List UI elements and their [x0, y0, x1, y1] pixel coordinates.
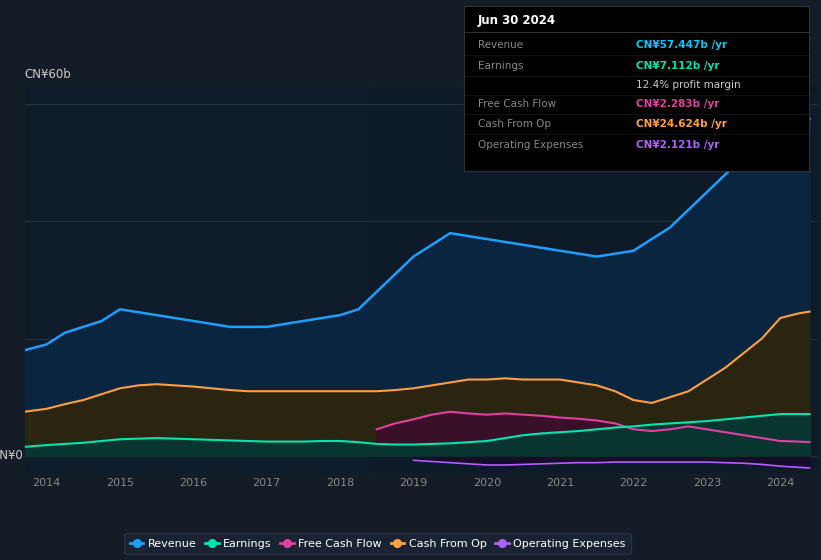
Text: Revenue: Revenue	[478, 40, 523, 50]
Text: Free Cash Flow: Free Cash Flow	[478, 99, 556, 109]
Text: Cash From Op: Cash From Op	[478, 119, 551, 129]
Bar	[369, 87, 817, 473]
Legend: Revenue, Earnings, Free Cash Flow, Cash From Op, Operating Expenses: Revenue, Earnings, Free Cash Flow, Cash …	[124, 533, 631, 554]
Text: Earnings: Earnings	[478, 61, 523, 71]
Text: CN¥57.447b /yr: CN¥57.447b /yr	[636, 40, 727, 50]
Text: CN¥2.121b /yr: CN¥2.121b /yr	[636, 140, 720, 150]
Text: CN¥2.283b /yr: CN¥2.283b /yr	[636, 99, 720, 109]
Text: Operating Expenses: Operating Expenses	[478, 140, 583, 150]
Text: CN¥24.624b /yr: CN¥24.624b /yr	[636, 119, 727, 129]
Text: CN¥60b: CN¥60b	[25, 68, 71, 81]
Text: Jun 30 2024: Jun 30 2024	[478, 14, 556, 27]
Text: CN¥7.112b /yr: CN¥7.112b /yr	[636, 61, 720, 71]
Text: CN¥0: CN¥0	[0, 449, 23, 462]
Text: 12.4% profit margin: 12.4% profit margin	[636, 80, 741, 90]
